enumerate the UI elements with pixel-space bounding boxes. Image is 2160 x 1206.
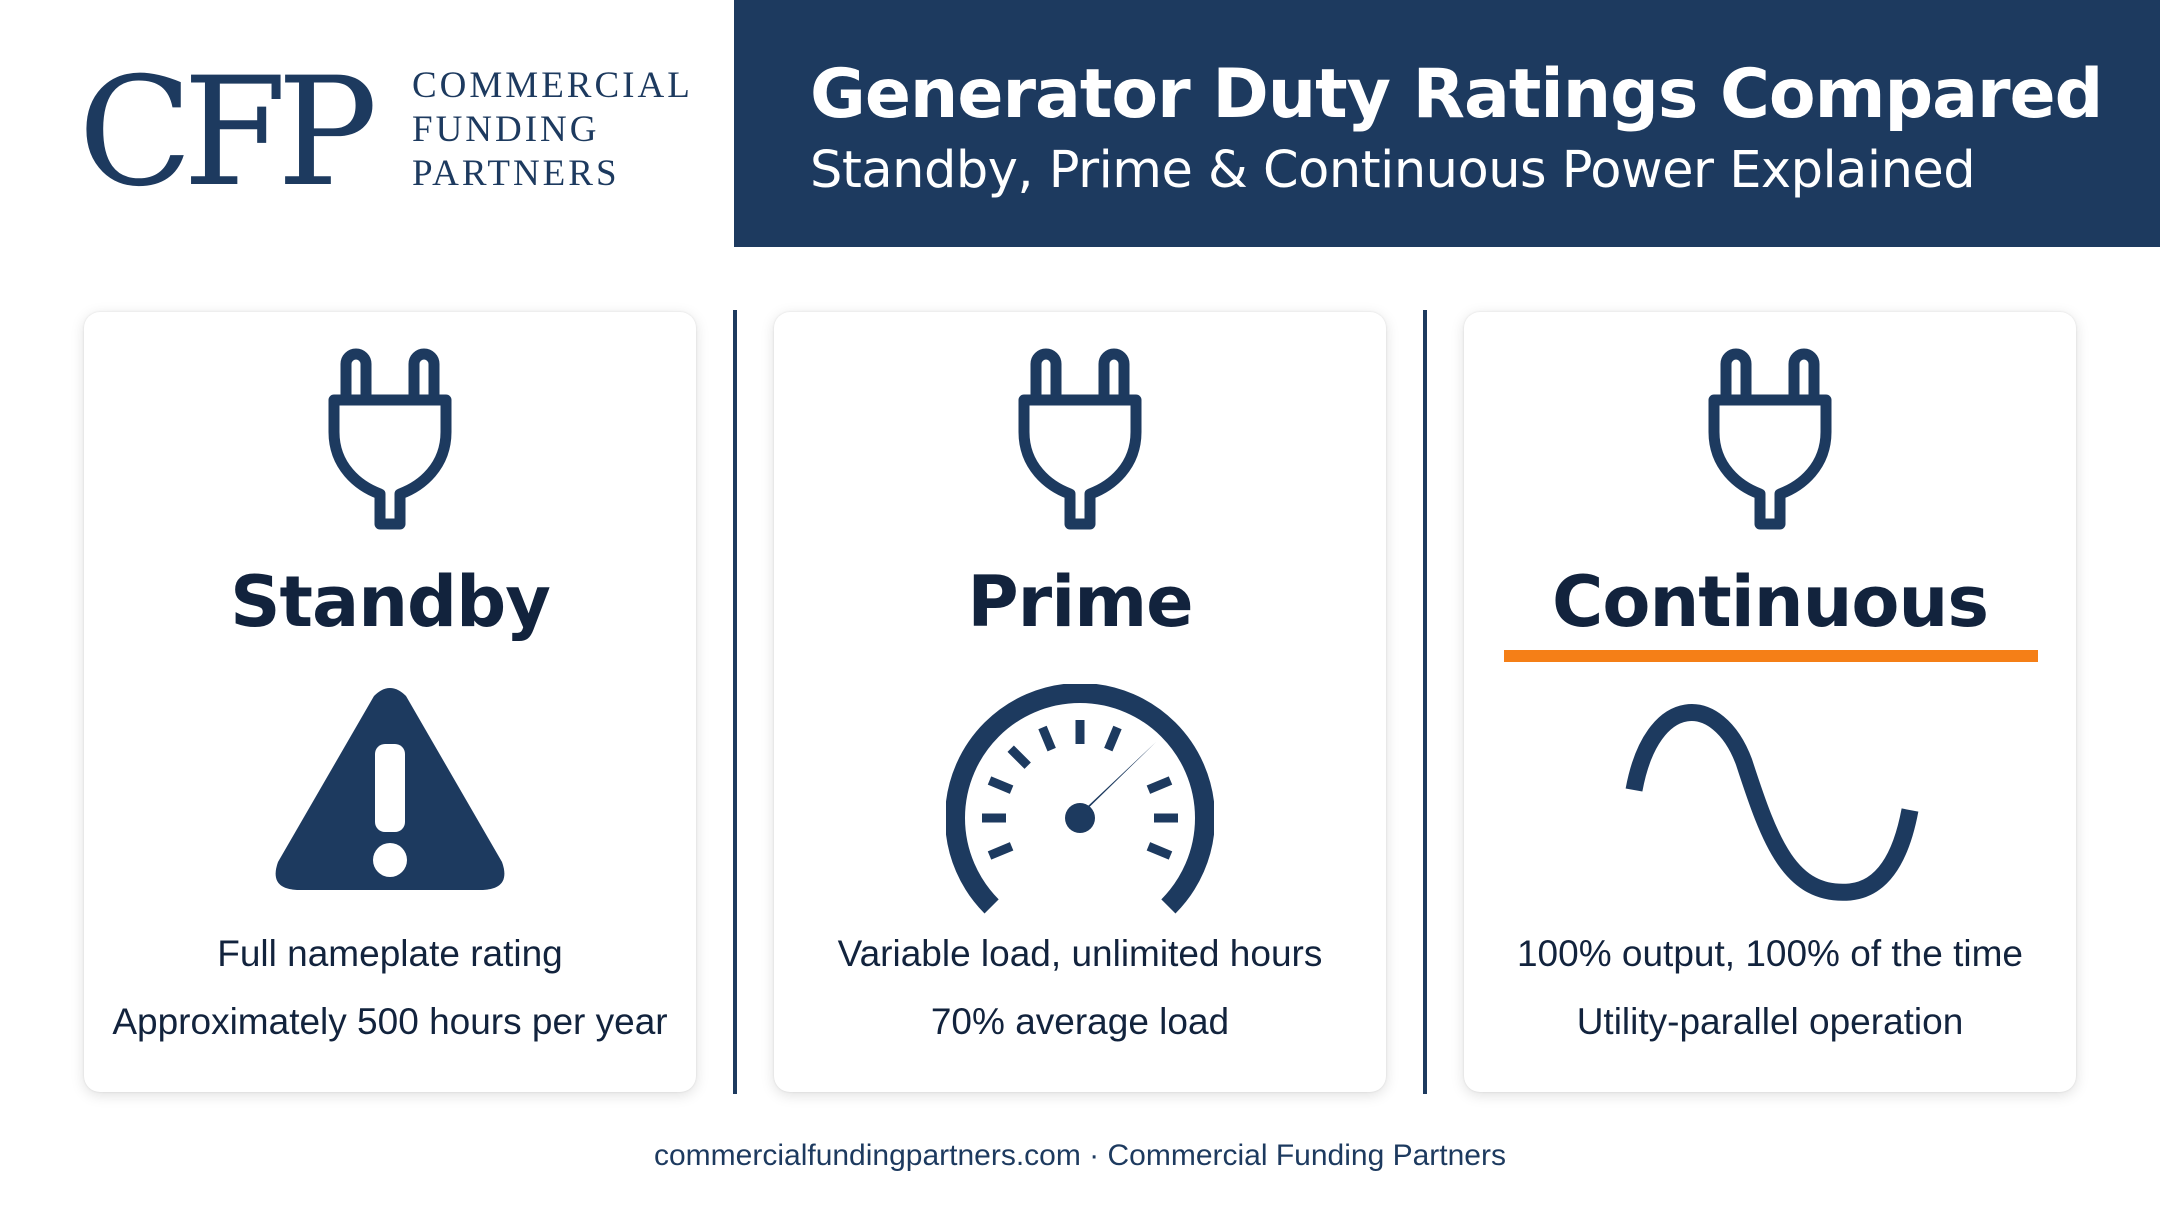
logo-word-partners: PARTNERS: [412, 153, 620, 194]
title-underline: [1504, 650, 2038, 662]
gauge-icon: [946, 684, 1214, 914]
plug-icon: [1018, 348, 1142, 530]
card-title: Continuous: [1551, 561, 1989, 643]
header-banner: Generator Duty Ratings Compared Standby,…: [734, 0, 2160, 247]
card-detail: Utility-parallel operation: [1576, 1001, 1964, 1042]
card-detail: 70% average load: [930, 1001, 1230, 1042]
card-title: Standby: [230, 561, 551, 643]
plug-icon: [1708, 348, 1832, 530]
card-detail: Variable load, unlimited hours: [837, 933, 1323, 974]
page-title: Generator Duty Ratings Compared: [810, 55, 2103, 134]
company-logo: CFP COMMERCIAL FUNDING PARTNERS: [78, 58, 698, 208]
logo-wordmark: COMMERCIAL FUNDING PARTNERS: [412, 64, 702, 196]
card-detail: Full nameplate rating: [217, 933, 563, 974]
card-title: Prime: [967, 561, 1193, 643]
card-continuous: Continuous 100% output, 100% of the time…: [1464, 312, 2076, 1092]
plug-icon: [328, 348, 452, 530]
logo-monogram: CFP: [78, 46, 378, 220]
page-subtitle: Standby, Prime & Continuous Power Explai…: [810, 141, 1976, 200]
column-divider: [733, 310, 737, 1094]
sine-wave-icon: [1625, 704, 1919, 901]
card-prime: Prime Variable load, unlimited hours 70%…: [774, 312, 1386, 1092]
card-standby: Standby Full nameplate rating Approximat…: [84, 312, 696, 1092]
warning-triangle-icon: [275, 688, 505, 890]
column-divider: [1423, 310, 1427, 1094]
card-detail: Approximately 500 hours per year: [112, 1001, 668, 1042]
card-detail: 100% output, 100% of the time: [1516, 933, 2023, 974]
logo-word-funding: FUNDING: [412, 109, 600, 150]
logo-word-commercial: COMMERCIAL: [412, 65, 693, 106]
footer-credit: commercialfundingpartners.com · Commerci…: [654, 1139, 1506, 1172]
